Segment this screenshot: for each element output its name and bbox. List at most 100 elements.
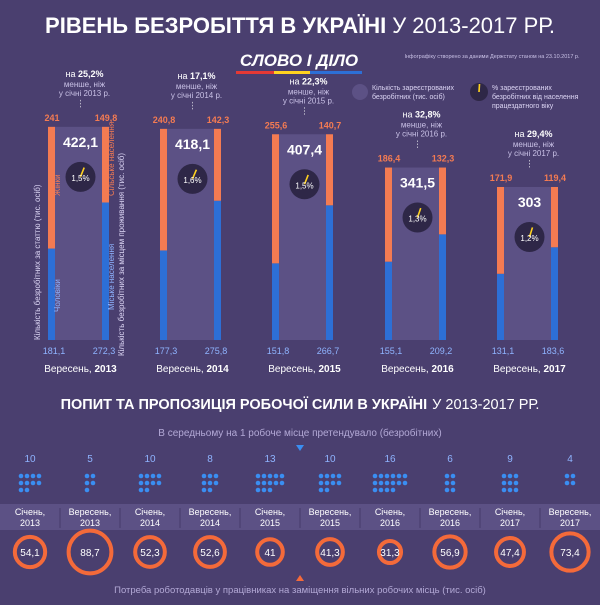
applicant-dot [336, 473, 342, 479]
demand-circle-inner [200, 542, 220, 562]
applicant-dot [156, 473, 162, 479]
label-women: 186,4 [378, 154, 401, 164]
applicant-dot [24, 473, 30, 479]
applicant-dot [318, 473, 324, 479]
applicant-dot [201, 487, 207, 493]
bar-men [48, 248, 55, 340]
applicant-dot [384, 480, 390, 486]
applicants-value: 8 [207, 454, 213, 465]
demand-circle [133, 535, 167, 569]
label-women: 241 [44, 113, 59, 123]
applicant-dot [390, 473, 396, 479]
total-panel [167, 128, 214, 340]
change-line2: у січні 2017 р. [508, 149, 559, 158]
bar-men [272, 263, 279, 340]
demand-circle [376, 538, 404, 566]
applicant-dot [372, 480, 378, 486]
applicant-dot [570, 473, 576, 479]
applicant-dot [390, 480, 396, 486]
applicant-dot [513, 480, 519, 486]
bar-rural [214, 128, 221, 201]
year-group-4: 171,9 119,4 303 1,2% 131,1 183,6 Вересень, 201… [490, 129, 566, 375]
applicant-dot [513, 473, 519, 479]
legend: Кількість зареєстрованих безробітних (ти… [352, 83, 579, 110]
legend-percent-line3: працездатного віку [492, 102, 554, 110]
period-label-line1: Січень, [15, 507, 45, 517]
bar-urban [326, 205, 333, 340]
applicant-dot [378, 473, 384, 479]
applicant-dot [444, 487, 450, 493]
applicant-dot [318, 480, 324, 486]
logo: СЛОВО І ДІЛО [236, 51, 362, 74]
applicant-dot [18, 480, 24, 486]
label-rural: 140,7 [319, 120, 342, 130]
applicant-dot [267, 487, 273, 493]
applicants-value: 10 [324, 454, 336, 465]
year-group-2: 255,6 140,7 407,4 1,5% 151,8 266,7 Вересень, 2… [265, 76, 342, 375]
label-urban: 272,3 [93, 346, 116, 356]
applicant-dot [18, 473, 24, 479]
series-label-men: Чоловіки [53, 279, 62, 312]
applicant-dot [273, 480, 279, 486]
period-label-line1: Вересень, [69, 507, 112, 517]
applicant-dot [384, 473, 390, 479]
percent-needle [79, 167, 85, 178]
period-label-line2: 2015 [320, 518, 340, 528]
applicant-dot [144, 480, 150, 486]
period-label-line2: 2016 [440, 518, 460, 528]
applicant-dot [36, 480, 42, 486]
bar-men [160, 250, 167, 340]
applicant-dot [330, 480, 336, 486]
demand-circle-inner [556, 538, 584, 566]
year-group-1: 240,8 142,3 418,1 1,6% 177,3 275,8 Вересень, 2… [153, 71, 230, 375]
applicant-dot [90, 480, 96, 486]
bar-urban [214, 200, 221, 340]
category-label: Вересень, 2015 [268, 364, 341, 375]
applicant-dot [207, 487, 213, 493]
category-label: Вересень, 2014 [156, 364, 229, 375]
applicants-value: 10 [144, 454, 156, 465]
applicant-dot [267, 473, 273, 479]
demand-circle [432, 534, 468, 570]
total-value: 407,4 [287, 141, 322, 157]
total-value: 341,5 [400, 175, 435, 191]
period-label-line2: 2013 [80, 518, 100, 528]
label-women: 171,9 [490, 173, 513, 183]
label-men: 131,1 [492, 346, 515, 356]
series-label-urban: Міське населення [107, 244, 116, 310]
applicant-dot [507, 473, 513, 479]
period-label-line1: Вересень, [189, 507, 232, 517]
caption-up-arrow-icon [296, 575, 304, 581]
period-label-line1: Січень, [255, 507, 285, 517]
demand-circle-inner [439, 541, 461, 563]
change-line2: у січні 2014 р. [171, 91, 222, 100]
bar-rural [326, 134, 333, 206]
change-pct: на 17,1% [177, 71, 215, 81]
legend-percent-line2: безробітних від населення [492, 93, 579, 101]
labor-column-3: 8 Вересень,2014 52,6 [179, 454, 232, 569]
bar-rural [551, 186, 558, 248]
demand-circle [494, 536, 526, 568]
demand-value: 88,7 [80, 548, 100, 559]
applicant-dot [144, 473, 150, 479]
applicant-dot [30, 473, 36, 479]
applicant-dot [156, 480, 162, 486]
applicant-dot [384, 487, 390, 493]
period-label-line2: 2016 [380, 518, 400, 528]
percent-value: 1,6% [183, 176, 201, 185]
period-label-line2: 2017 [560, 518, 580, 528]
category-label: Вересень, 2016 [381, 364, 454, 375]
demand-circle-inner [73, 535, 107, 569]
applicant-dot [378, 487, 384, 493]
label-women: 255,6 [265, 120, 288, 130]
bar-women [497, 186, 504, 274]
series-label-women: Жінки [53, 174, 62, 196]
bar-men [497, 273, 504, 340]
demand-value: 41 [264, 548, 276, 559]
label-men: 177,3 [155, 346, 178, 356]
bar-urban [551, 247, 558, 340]
labor-column-2: 10 Січень,2014 52,3 [119, 454, 167, 569]
period-label-line2: 2017 [500, 518, 520, 528]
bar-women [385, 167, 392, 262]
